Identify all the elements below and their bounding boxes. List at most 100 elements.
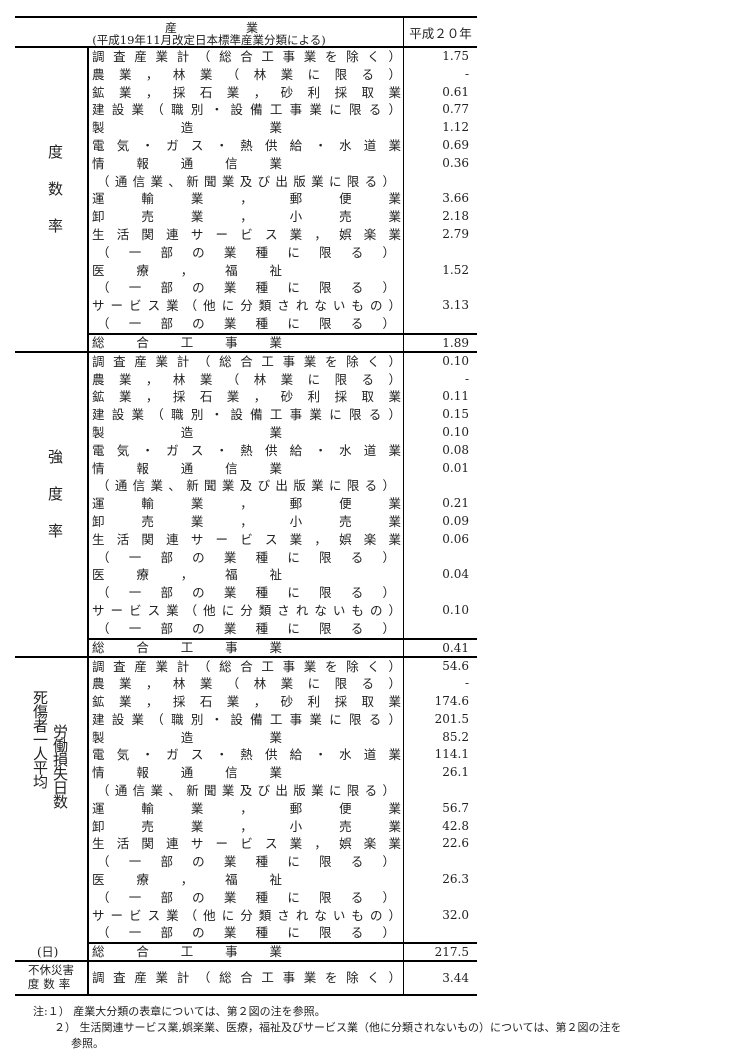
row-value: 26.1 bbox=[442, 765, 469, 780]
industry-name: 調査産業計（総合工事業を除く） bbox=[92, 970, 401, 986]
row-value: 2.18 bbox=[442, 209, 469, 224]
table-row: 農業，林業（林業に限る） - bbox=[89, 370, 477, 389]
industry-cell: （一部の業種に限る） bbox=[89, 584, 404, 602]
industry-name: 運輸業，郵便業 bbox=[92, 191, 401, 207]
industry-cell: （一部の業種に限る） bbox=[89, 548, 404, 567]
industry-name: 製造業 bbox=[92, 424, 282, 440]
industry-header-subtitle: (平成19年11月改定日本標準産業分類による) bbox=[92, 33, 326, 47]
table-row: 情報通信業 0.36 bbox=[89, 154, 477, 173]
absence-free-section: 不休災害 度数率 調査産業計（総合工事業を除く） 3.44 bbox=[15, 962, 477, 997]
industry-cell: 建設業（職別・設備工事業に限る） bbox=[89, 710, 404, 729]
industry-cell: 情報通信業 bbox=[89, 154, 404, 173]
row-value: 1.52 bbox=[442, 262, 469, 277]
industry-cell: 医療，福祉 bbox=[89, 261, 404, 280]
table-row: 卸売業，小売業 0.09 bbox=[89, 512, 477, 531]
row-value: 0.11 bbox=[442, 389, 469, 404]
industry-cell: 電気・ガス・熱供給・水道業 bbox=[89, 441, 404, 460]
industry-name: 情報通信業 bbox=[92, 155, 282, 171]
row-value: 3.44 bbox=[442, 971, 469, 986]
row-value: 0.10 bbox=[442, 602, 469, 617]
industry-name: 建設業（職別・設備工事業に限る） bbox=[92, 102, 401, 118]
table-row: 建設業（職別・設備工事業に限る） 201.5 bbox=[89, 710, 477, 729]
industry-name: 調査産業計（総合工事業を除く） bbox=[92, 49, 401, 64]
industry-name: （一部の業種に限る） bbox=[97, 585, 395, 601]
industry-name: 総合工事業 bbox=[92, 334, 282, 350]
row-value bbox=[404, 924, 477, 942]
table-row: 情報通信業 0.01 bbox=[89, 459, 477, 478]
unit-label: (日) bbox=[37, 945, 59, 960]
industry-cell: サービス業（他に分類されないもの） bbox=[89, 297, 404, 315]
table-row: 建設業（職別・設備工事業に限る） 0.15 bbox=[89, 406, 477, 424]
row-value: 3.13 bbox=[442, 298, 469, 313]
row-value: 217.5 bbox=[434, 945, 469, 960]
row-value: 85.2 bbox=[442, 729, 469, 744]
table-row: 医療，福祉 0.04 bbox=[89, 566, 477, 585]
industry-cell: 電気・ガス・熱供給・水道業 bbox=[89, 136, 404, 155]
industry-name: 医療，福祉 bbox=[92, 567, 282, 583]
industry-name: 製造業 bbox=[92, 729, 282, 745]
industry-name: 電気・ガス・熱供給・水道業 bbox=[92, 137, 401, 153]
table-row: 農業，林業（林業に限る） - bbox=[89, 675, 477, 694]
industry-cell: （通信業、新聞業及び出版業に限る） bbox=[89, 477, 404, 496]
total-row: 総合工事業 0.41 bbox=[89, 637, 477, 656]
section-label-col2: 労働損失日数 bbox=[51, 723, 69, 808]
industry-cell: （通信業、新聞業及び出版業に限る） bbox=[89, 782, 404, 800]
industry-cell: サービス業（他に分類されないもの） bbox=[89, 601, 404, 620]
industry-cell: 鉱業，採石業，砂利採取業 bbox=[89, 388, 404, 407]
row-value: 3.66 bbox=[442, 191, 469, 206]
industry-name: （一部の業種に限る） bbox=[97, 889, 395, 905]
industry-name: （一部の業種に限る） bbox=[97, 280, 395, 296]
table-row: 卸売業，小売業 42.8 bbox=[89, 817, 477, 836]
industry-cell: 情報通信業 bbox=[89, 459, 404, 478]
industry-name: 卸売業，小売業 bbox=[92, 818, 401, 834]
row-value: 0.15 bbox=[442, 407, 469, 422]
table-row: （一部の業種に限る） bbox=[89, 314, 477, 333]
section-1: 度数率 調査産業計（総合工事業を除く） 1.75 農業，林業（林業に限る） - 鉱業，採石… bbox=[15, 48, 477, 353]
industry-cell: 農業，林業（林業に限る） bbox=[89, 65, 404, 84]
table-row: 鉱業，採石業，砂利採取業 0.11 bbox=[89, 388, 477, 407]
table-row: （一部の業種に限る） bbox=[89, 853, 477, 872]
industry-cell: 医療，福祉 bbox=[89, 871, 404, 889]
table-row: 情報通信業 26.1 bbox=[89, 764, 477, 783]
table-row: （一部の業種に限る） bbox=[89, 924, 477, 943]
table-row: 電気・ガス・熱供給・水道業 114.1 bbox=[89, 746, 477, 765]
industry-cell: 生活関連サービス業，娯楽業 bbox=[89, 835, 404, 854]
row-value: 0.04 bbox=[442, 567, 469, 582]
section-label: 度数率 bbox=[15, 48, 89, 351]
row-value bbox=[404, 584, 477, 602]
table-row: 農業，林業（林業に限る） - bbox=[89, 65, 477, 84]
industry-name: 建設業（職別・設備工事業に限る） bbox=[92, 407, 401, 423]
row-value: 0.36 bbox=[442, 155, 469, 170]
row-value bbox=[404, 889, 477, 907]
absence-free-label-line1: 不休災害 bbox=[28, 963, 74, 978]
section-label-col1: 死傷者一人平均 bbox=[31, 689, 49, 788]
table-row: （一部の業種に限る） bbox=[89, 243, 477, 262]
industry-name: （一部の業種に限る） bbox=[97, 315, 395, 331]
industry-cell: 医療，福祉 bbox=[89, 566, 404, 585]
table-row: （一部の業種に限る） bbox=[89, 619, 477, 638]
industry-cell: 電気・ガス・熱供給・水道業 bbox=[89, 746, 404, 765]
row-value: 0.21 bbox=[442, 496, 469, 511]
industry-name: 農業，林業（林業に限る） bbox=[92, 66, 401, 82]
table-row: 運輸業，郵便業 56.7 bbox=[89, 799, 477, 818]
row-value bbox=[404, 315, 477, 333]
table-row: 調査産業計（総合工事業を除く） 54.6 bbox=[89, 657, 477, 676]
industry-name: サービス業（他に分類されないもの） bbox=[92, 602, 401, 618]
section-label: 不休災害 度数率 bbox=[15, 962, 89, 995]
table-row: 製造業 0.10 bbox=[89, 423, 477, 442]
industry-cell: 鉱業，採石業，砂利採取業 bbox=[89, 83, 404, 102]
row-value: 0.41 bbox=[442, 640, 469, 655]
industry-cell: 卸売業，小売業 bbox=[89, 512, 404, 531]
year-header: 平成２０年 bbox=[409, 25, 472, 41]
row-value: - bbox=[464, 66, 469, 81]
industry-cell: 建設業（職別・設備工事業に限る） bbox=[89, 101, 404, 120]
industry-cell: 農業，林業（林業に限る） bbox=[89, 370, 404, 389]
industry-name: （一部の業種に限る） bbox=[97, 925, 395, 941]
table-row: （一部の業種に限る） bbox=[89, 548, 477, 567]
industry-name: 電気・ガス・熱供給・水道業 bbox=[92, 747, 401, 763]
industry-cell: 運輸業，郵便業 bbox=[89, 190, 404, 209]
industry-name: サービス業（他に分類されないもの） bbox=[92, 907, 401, 923]
table-row: 調査産業計（総合工事業を除く） 0.10 bbox=[89, 352, 477, 371]
industry-cell: 運輸業，郵便業 bbox=[89, 495, 404, 513]
industry-cell: （一部の業種に限る） bbox=[89, 279, 404, 298]
